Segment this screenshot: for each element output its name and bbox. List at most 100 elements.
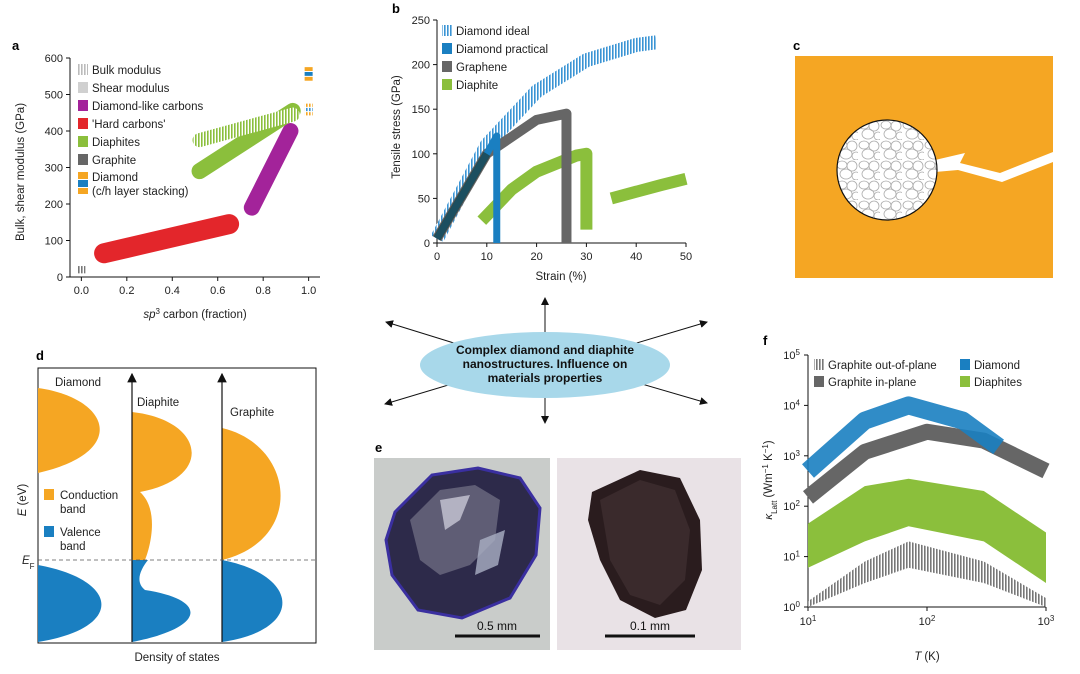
legend-swatch-graphite-oop [814,359,824,370]
xtick-label: 0.4 [165,285,180,297]
legend-swatch-diamond-practical [442,43,452,54]
legend-bulk-modulus: Bulk modulus [92,65,161,77]
legend-graphite-out-of-plane: Graphite out-of-plane [828,360,937,372]
diamond-band [802,396,1004,478]
graphite-mark [77,266,86,274]
xtick-label: 101 [800,614,817,629]
panel-d-letter: d [36,348,44,363]
diamond-valence-band [38,565,102,642]
legend-swatch-shear [78,82,88,93]
panel-a-legend: Bulk modulus Shear modulus Diamond-like … [78,64,203,198]
legend-swatch-diamond-ideal [442,25,452,36]
diamond-bulk-mark [304,67,313,71]
legend-swatch-diamond-3 [78,188,88,194]
diaphite-curve-2 [609,172,688,205]
xtick-label: 50 [680,251,692,263]
panel-d: d Diamond Diaphite Graphite E(eV) EF Den… [17,348,317,664]
panel-b-axes: 0 50 100 150 200 250 0 10 20 30 40 50 [412,15,692,263]
xtick-label: 40 [630,251,642,263]
legend-swatch-diaphites-f [960,376,970,387]
legend-swatch-valence [44,526,54,537]
legend-swatch-hard-carbons [78,118,88,129]
legend-diamond: Diamond [92,172,138,184]
graphite-valence-band [222,560,283,642]
xtick-label: 30 [580,251,592,263]
legend-swatch-graphite [78,154,88,165]
dos-label-graphite: Graphite [230,407,274,419]
legend-graphite-in-plane: Graphite in-plane [828,377,916,389]
panel-f-data [802,396,1050,607]
grain-shade [600,480,690,605]
overlap-region [433,151,491,241]
legend-shear-modulus: Shear modulus [92,83,170,95]
xtick-label: 1.0 [301,285,316,297]
inclusion-outline [836,119,938,221]
xtick-label: 103 [1038,614,1055,629]
panel-f-xlabel: T (K) [914,651,940,663]
hard-carbons-band [94,214,240,264]
concept-line-2: nanostructures. Influence on [463,357,628,371]
legend-swatch-graphite-ip [814,376,824,387]
ytick-label: 400 [45,126,63,138]
diaphite-curve-1 [477,147,593,230]
ytick-label: 0 [57,272,63,284]
legend-swatch-dlc [78,100,88,111]
diamond-shear-mark [304,112,313,116]
legend-swatch-bulk [78,64,88,75]
legend-swatch-diamond-f [960,359,970,370]
ytick-label: 0 [424,238,430,250]
panel-a-letter: a [12,38,20,53]
ytick-label: 200 [412,60,430,72]
ytick-label: 150 [412,104,430,116]
panel-b: b 0 50 100 150 200 250 0 10 20 30 40 50 Tensile str… [391,1,692,283]
ytick-label: 600 [45,53,63,65]
panel-e-letter: e [375,440,382,455]
legend-diamond-f: Diamond [974,360,1020,372]
diamond-conduction-band [38,388,100,473]
diamond-shear-mark [304,107,313,112]
panel-b-ylabel: Tensile stress (GPa) [391,75,403,179]
arrow-to-c [629,320,708,346]
ytick-label: 102 [783,499,800,514]
xtick-label: 10 [481,251,493,263]
panel-b-legend: Diamond ideal Diamond practical Graphene… [442,25,548,92]
panel-d-ylabel: E(eV) [17,484,29,517]
ytick-label: 250 [412,15,430,27]
panel-a-axes: 0 100 200 300 400 500 600 0.0 0.2 0.4 0.6 0.8 1.0 [45,53,320,297]
ytick-label: 100 [45,236,63,248]
ytick-label: 101 [783,549,800,564]
ytick-label: 105 [783,348,800,363]
dos-label-diaphite: Diaphite [137,397,179,409]
crystal-rim [384,466,542,620]
ytick-label: 104 [783,398,800,413]
panel-d-frame [37,367,317,644]
panel-b-xlabel: Strain (%) [535,271,586,283]
concept-bubble [420,332,670,398]
legend-diaphite: Diaphite [456,80,498,92]
center-concept: Complex diamond and diaphite nanostructu… [384,297,708,424]
crystal-facet [410,485,500,575]
panel-a-data [77,67,313,274]
concept-line-3: materials properties [488,371,603,385]
scale-label-right: 0.1 mm [630,619,670,633]
legend-swatch-graphene [442,61,452,72]
dlc-band [243,123,299,216]
legend-conduction-band: band [60,504,86,516]
legend-graphene: Graphene [456,62,507,74]
ytick-label: 200 [45,199,63,211]
ytick-label: 500 [45,90,63,102]
diaphite-conduction-band [132,412,192,560]
legend-diaphites-f: Diaphites [974,377,1022,389]
scale-label-left: 0.5 mm [477,619,517,633]
legend-swatch-conduction [44,489,54,500]
xtick-label: 0.6 [210,285,225,297]
xtick-label: 0.0 [74,285,89,297]
graphite-oop-band [808,541,1046,607]
legend-diamond-practical: Diamond practical [456,44,548,56]
diaphite-valence-band [132,560,191,642]
legend-swatch-diaphites [78,136,88,147]
legend-hard-carbons: 'Hard carbons' [92,119,165,131]
xtick-label: 20 [530,251,542,263]
crystal-highlight-2 [475,530,505,575]
